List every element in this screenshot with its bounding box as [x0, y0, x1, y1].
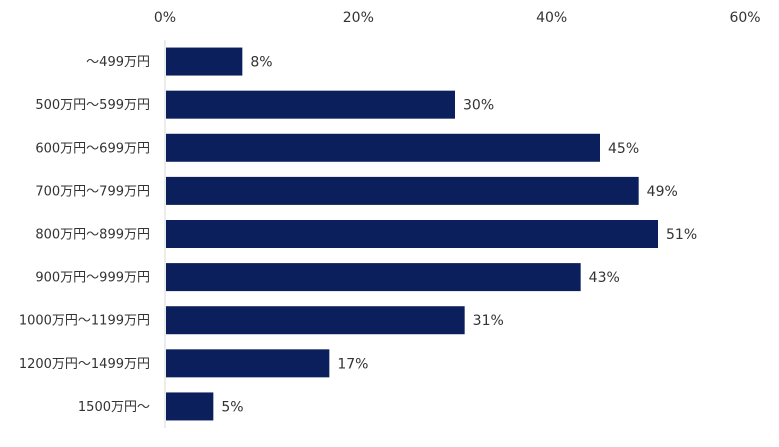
category-label: 1200万円～1499万円	[19, 357, 150, 372]
bar	[166, 220, 658, 248]
bar	[166, 392, 214, 421]
x-tick-label: 40%	[536, 10, 567, 26]
category-label: 600万円～699万円	[35, 141, 150, 156]
category-label: 900万円～999万円	[35, 271, 150, 286]
value-label: 30%	[463, 98, 494, 114]
value-label: 51%	[666, 227, 697, 243]
data-labels: 8% 30% 45% 49% 51% 43% 31% 17% 5%	[221, 55, 697, 416]
bar	[166, 263, 581, 292]
x-tick-label: 60%	[729, 10, 760, 26]
x-axis-ticks: 0% 20% 40% 60%	[154, 10, 761, 26]
category-label: ～499万円	[86, 55, 150, 70]
category-label: 1000万円～1199万円	[19, 314, 150, 329]
value-label: 45%	[608, 141, 639, 157]
bar	[166, 47, 243, 76]
bar	[166, 176, 639, 205]
value-label: 17%	[337, 356, 368, 372]
bar	[166, 133, 600, 162]
bars	[166, 47, 658, 421]
category-label: 800万円～899万円	[35, 228, 150, 243]
value-label: 43%	[589, 270, 620, 286]
value-label: 49%	[647, 184, 678, 200]
category-label: 1500万円～	[78, 400, 150, 415]
x-tick-label: 20%	[343, 10, 374, 26]
bar	[166, 306, 465, 335]
category-label: 500万円～599万円	[35, 98, 150, 113]
category-labels: ～499万円 500万円～599万円 600万円～699万円 700万円～799万円 8…	[19, 55, 150, 415]
bar	[166, 349, 330, 378]
bar	[166, 90, 455, 119]
value-label: 5%	[221, 399, 243, 415]
value-label: 8%	[250, 55, 272, 71]
value-label: 31%	[473, 313, 504, 329]
category-label: 700万円～799万円	[35, 184, 150, 199]
x-tick-label: 0%	[154, 10, 176, 26]
